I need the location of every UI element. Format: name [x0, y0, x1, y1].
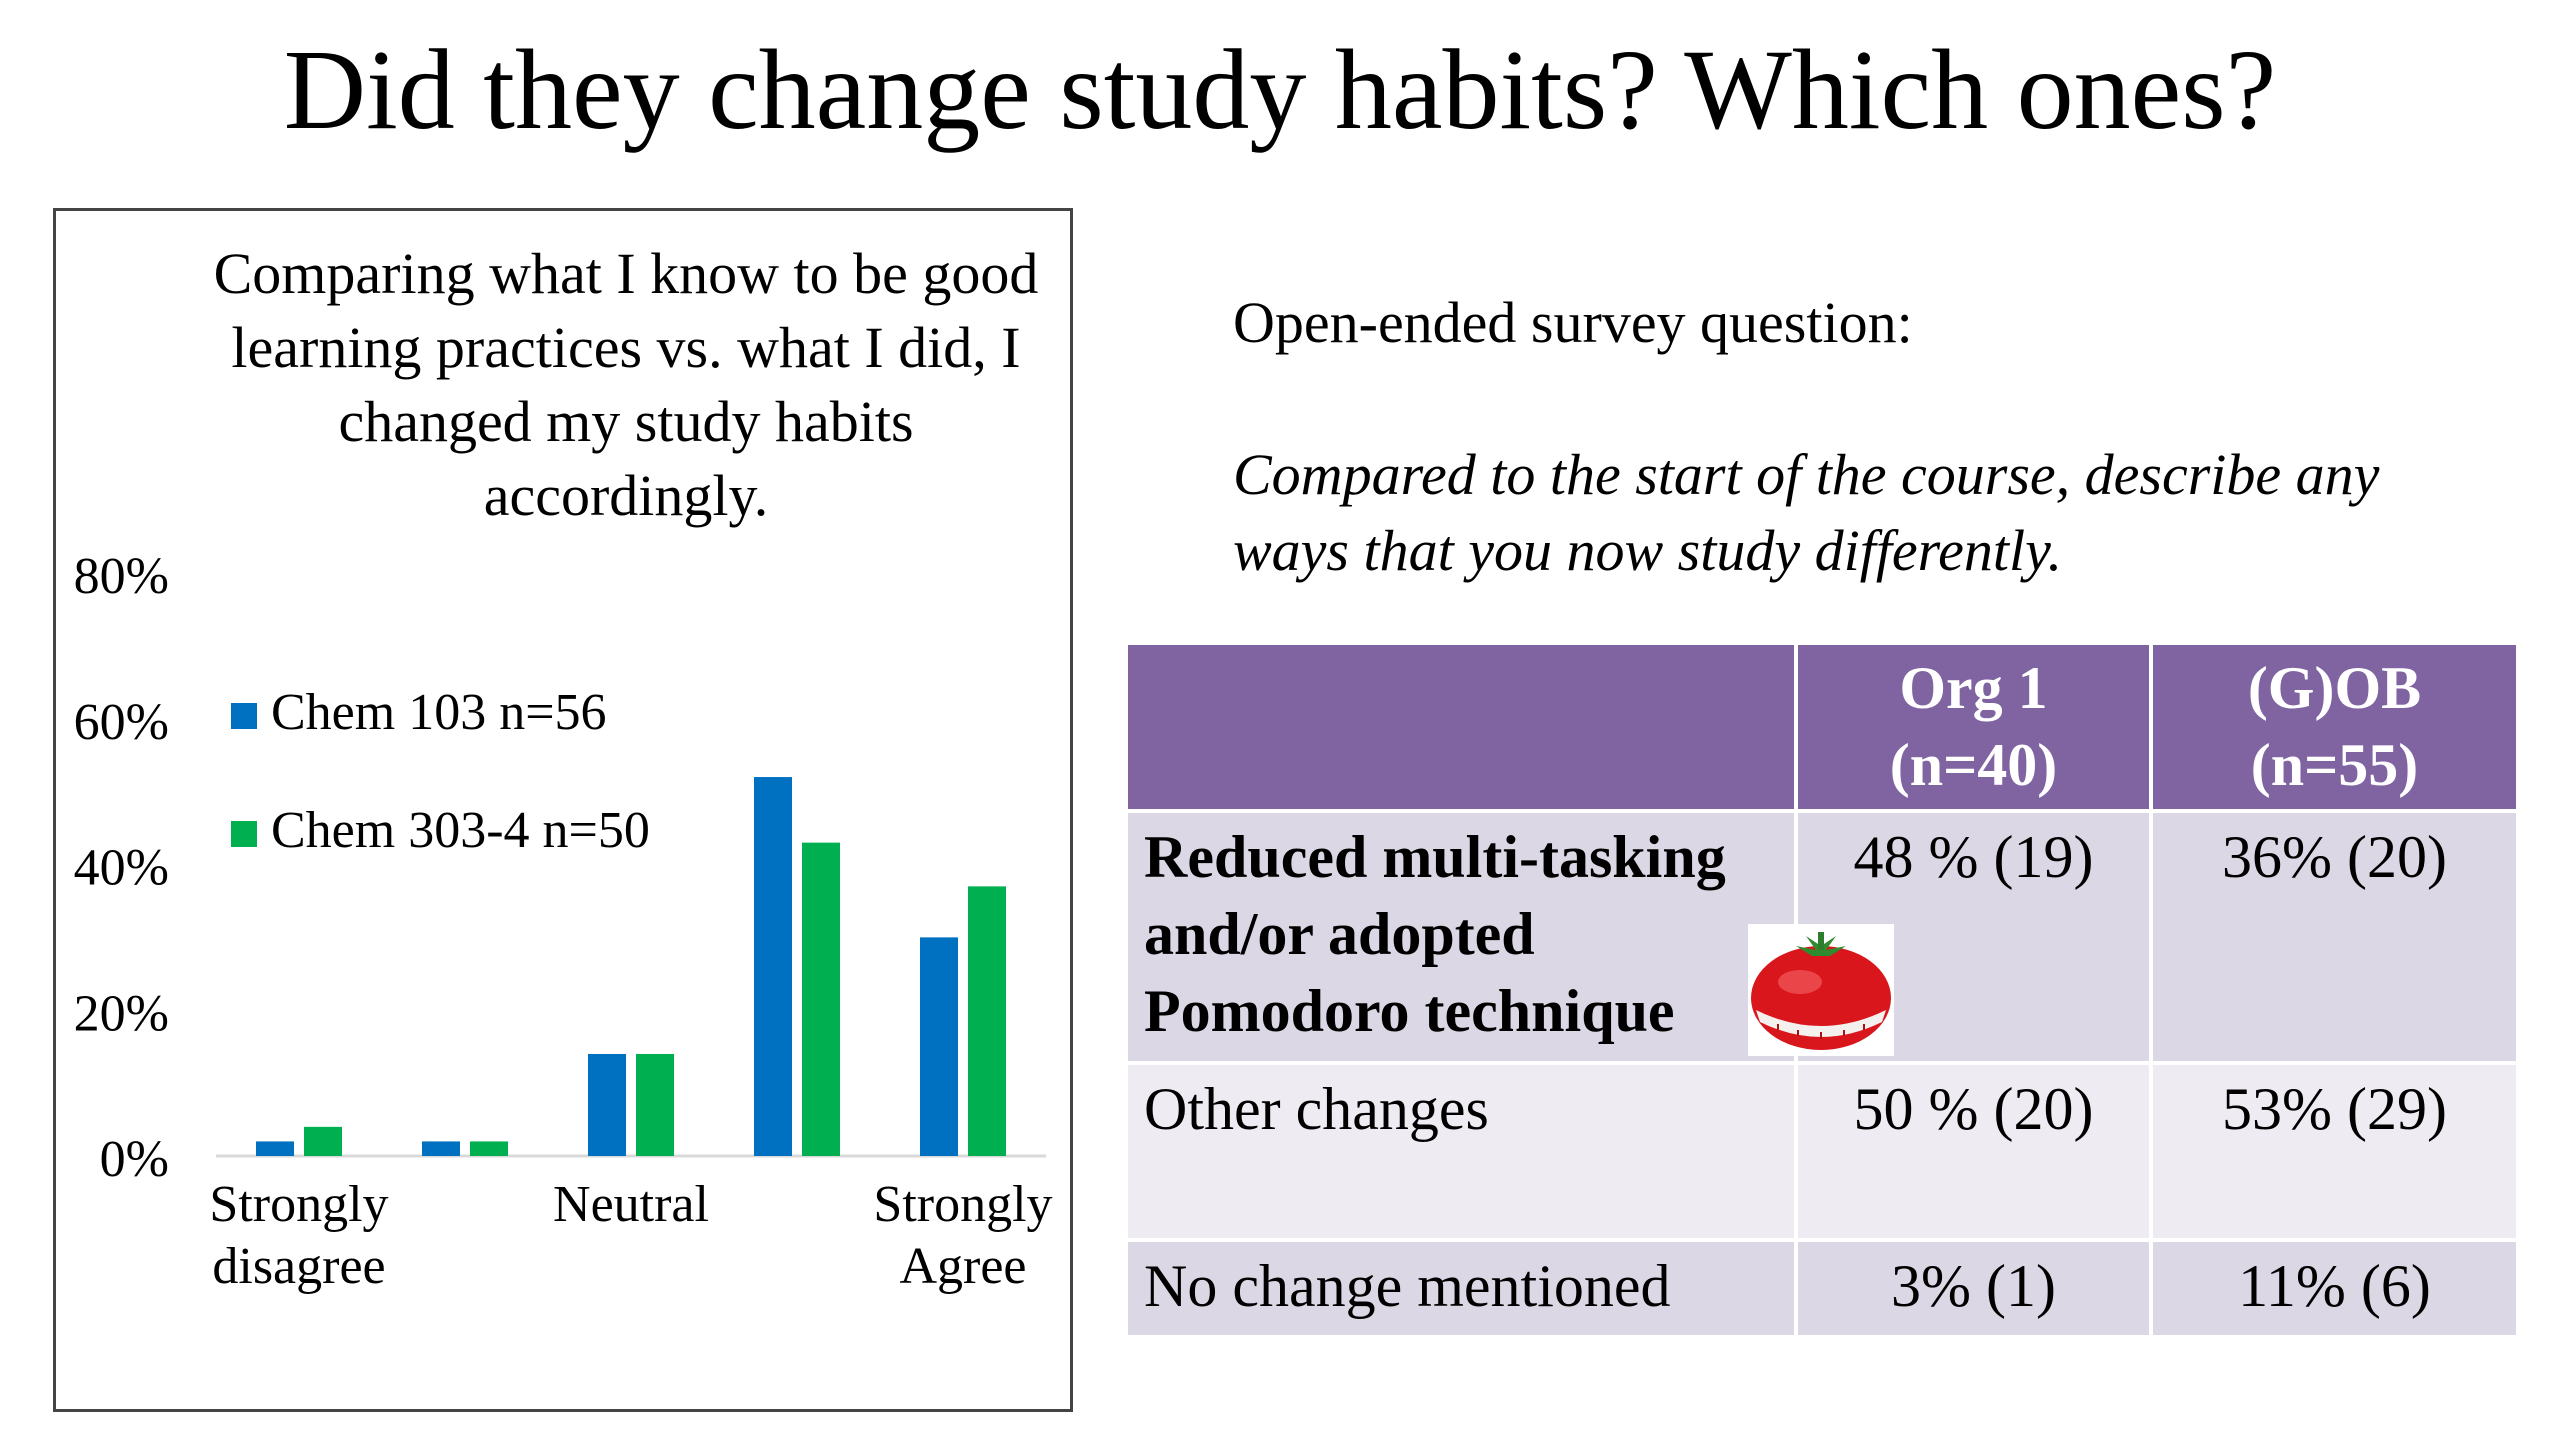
row-label-pomodoro: Reduced multi-tasking and/or adopted Pom…	[1124, 809, 1798, 1065]
cell-gob: 36% (20)	[2149, 809, 2520, 1065]
legend-label: Chem 303-4 n=50	[271, 802, 650, 859]
header-blank	[1124, 641, 1798, 813]
chart-title: Comparing what I know to be good learnin…	[213, 241, 1039, 528]
survey-question-text: Compared to the start of the course, des…	[1233, 442, 2380, 583]
row-label-no-change: No change mentioned	[1124, 1238, 1798, 1339]
header-gob: (G)OB (n=55)	[2149, 641, 2520, 813]
bar-chem3034	[636, 1053, 674, 1156]
header-org1: Org 1 (n=40)	[1794, 641, 2153, 813]
x-category-label: Neutral	[553, 1176, 709, 1233]
x-category-label: Agree	[899, 1238, 1026, 1295]
legend-label: Chem 103 n=56	[271, 684, 607, 741]
survey-question-label: Open-ended survey question:	[1233, 290, 1913, 355]
table-row: Other changes 50 % (20) 53% (29)	[1124, 1060, 2520, 1243]
bar-chem103	[588, 1053, 626, 1156]
header-gob-line1: (G)OB	[2247, 655, 2422, 721]
header-gob-line2: (n=55)	[2250, 732, 2419, 798]
bar-chem103	[754, 777, 792, 1156]
table-row: No change mentioned 3% (1) 11% (6)	[1124, 1238, 2520, 1339]
header-org1-line2: (n=40)	[1889, 732, 2058, 798]
pomodoro-timer-icon	[1748, 924, 1894, 1056]
chart-panel: Comparing what I know to be good learnin…	[53, 208, 1073, 1412]
legend-swatch	[231, 821, 257, 847]
bar-chem3034	[304, 1126, 342, 1156]
slide-title: Did they change study habits? Which ones…	[283, 26, 2277, 153]
cell-gob: 53% (29)	[2149, 1060, 2520, 1243]
y-tick-label: 0%	[100, 1131, 169, 1188]
bar-chem103	[920, 937, 958, 1156]
row-label-other: Other changes	[1124, 1060, 1798, 1243]
cell-org1: 3% (1)	[1794, 1238, 2153, 1339]
header-org1-line1: Org 1	[1899, 655, 2048, 721]
bar-chem3034	[802, 842, 840, 1156]
y-tick-label: 60%	[74, 694, 169, 751]
x-category-label: Strongly	[209, 1176, 388, 1233]
cell-org1: 50 % (20)	[1794, 1060, 2153, 1243]
bar-chem103	[422, 1141, 460, 1156]
cell-gob: 11% (6)	[2149, 1238, 2520, 1339]
bar-chem103	[256, 1141, 294, 1156]
bar-chem3034	[968, 886, 1006, 1156]
row-label-line: Pomodoro technique	[1144, 978, 1675, 1044]
y-tick-label: 80%	[74, 548, 169, 605]
y-tick-label: 20%	[74, 985, 169, 1042]
survey-question-block: Open-ended survey question: Compared to …	[1233, 285, 2483, 589]
y-tick-label: 40%	[74, 840, 169, 897]
row-label-line: and/or adopted	[1144, 901, 1535, 967]
x-category-label: Strongly	[873, 1176, 1052, 1233]
bar-chem3034	[470, 1141, 508, 1156]
x-category-label: disagree	[212, 1238, 385, 1295]
results-table: Org 1 (n=40) (G)OB (n=55) Reduced multi-…	[1124, 641, 2520, 1339]
row-label-line: Reduced multi-tasking	[1144, 824, 1726, 890]
legend-swatch	[231, 703, 257, 729]
table-header-row: Org 1 (n=40) (G)OB (n=55)	[1124, 641, 2520, 813]
